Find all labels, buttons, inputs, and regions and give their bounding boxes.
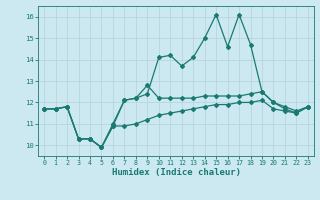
X-axis label: Humidex (Indice chaleur): Humidex (Indice chaleur) xyxy=(111,168,241,177)
